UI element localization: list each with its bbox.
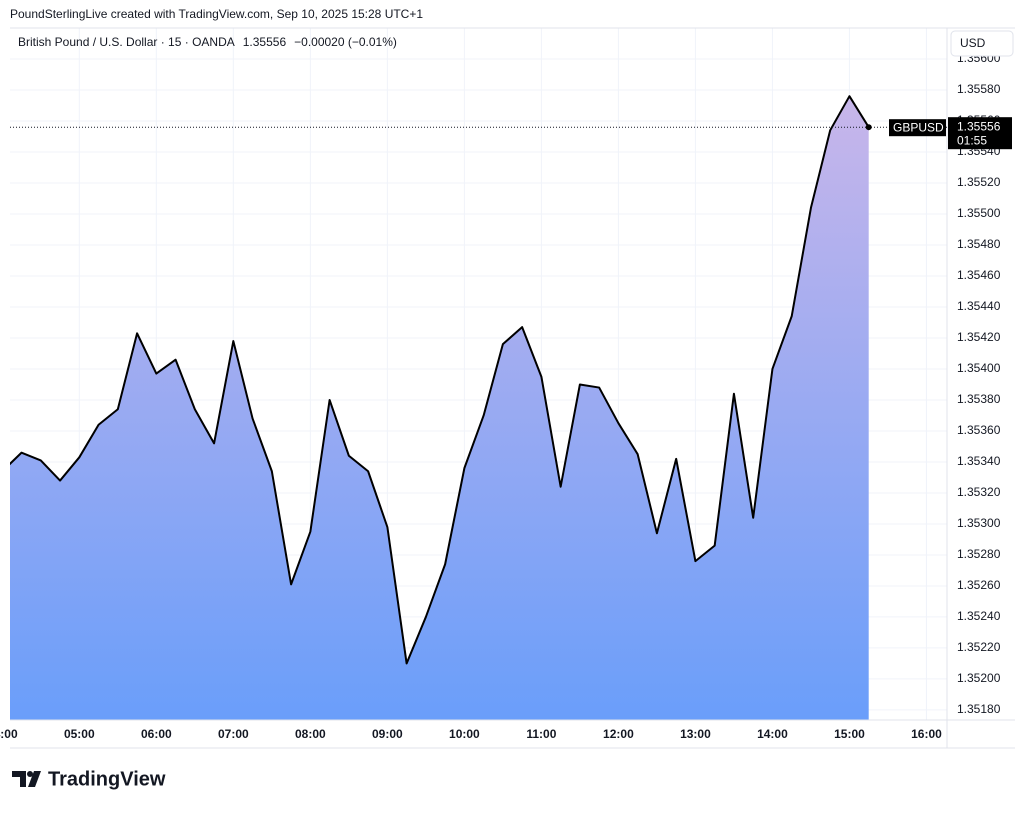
y-tick-label: 1.35220 — [957, 640, 1001, 654]
x-tick-label: 14:00 — [757, 727, 788, 741]
x-tick-label: 13:00 — [680, 727, 711, 741]
y-tick-label: 1.35520 — [957, 175, 1001, 189]
currency-button[interactable] — [950, 30, 1014, 57]
legend: British Pound / U.S. Dollar · 15 · OANDA… — [18, 35, 397, 49]
y-tick-label: 1.35480 — [957, 237, 1001, 251]
price-tag — [948, 117, 1012, 150]
y-tick-label: 1.35180 — [957, 702, 1001, 716]
price-tag-label: 1.35556 — [957, 119, 1001, 133]
y-tick-label: 1.35500 — [957, 206, 1001, 220]
y-tick-label: 1.35600 — [957, 51, 1001, 65]
y-tick-label: 1.35340 — [957, 454, 1001, 468]
y-tick-label: 1.35380 — [957, 392, 1001, 406]
y-tick-label: 1.35460 — [957, 268, 1001, 282]
logo: TradingView — [12, 768, 166, 790]
x-tick-label: 06:00 — [141, 727, 172, 741]
symbol-tag — [889, 119, 946, 137]
currency[interactable]: USD — [960, 36, 986, 50]
x-tick-label: 12:00 — [603, 727, 634, 741]
x-tick-label: 16:00 — [911, 727, 942, 741]
legend-change: −0.00020 (−0.01%) — [294, 35, 397, 49]
x-tick-label: 09:00 — [372, 727, 403, 741]
y-tick-label: 1.35320 — [957, 485, 1001, 499]
y-tick-label: 1.35440 — [957, 299, 1001, 313]
y-tick-label: 1.35400 — [957, 361, 1001, 375]
x-tick-label: 04:00 — [0, 727, 18, 741]
y-tick-label: 1.35240 — [957, 609, 1001, 623]
x-tick-label: 10:00 — [449, 727, 480, 741]
y-tick-label: 1.35580 — [957, 82, 1001, 96]
countdown: 01:55 — [957, 133, 987, 147]
y-tick-label: 1.35280 — [957, 547, 1001, 561]
x-tick-label: 05:00 — [64, 727, 95, 741]
x-tick-label: 08:00 — [295, 727, 326, 741]
x-tick-label: 11:00 — [526, 727, 556, 741]
caption: PoundSterlingLive created with TradingVi… — [10, 7, 423, 21]
symbol-label: GBPUSD — [893, 120, 944, 134]
legend-last: 1.35556 — [243, 35, 287, 49]
last-point — [865, 124, 872, 131]
y-tick-label: 1.35300 — [957, 516, 1001, 530]
x-tick-label: 07:00 — [218, 727, 249, 741]
y-tick-label: 1.35420 — [957, 330, 1001, 344]
area-fill — [10, 96, 869, 720]
logo-mark — [12, 771, 41, 787]
y-tick-label: 1.35200 — [957, 671, 1001, 685]
x-tick-label: 15:00 — [834, 727, 865, 741]
brand: TradingView — [48, 768, 166, 790]
y-tick-label: 1.35360 — [957, 423, 1001, 437]
y-tick-label: 1.35260 — [957, 578, 1001, 592]
legend-symbol: British Pound / U.S. Dollar · 15 · OANDA — [18, 35, 235, 49]
price-line — [10, 95, 870, 665]
logo-mark — [27, 771, 33, 777]
